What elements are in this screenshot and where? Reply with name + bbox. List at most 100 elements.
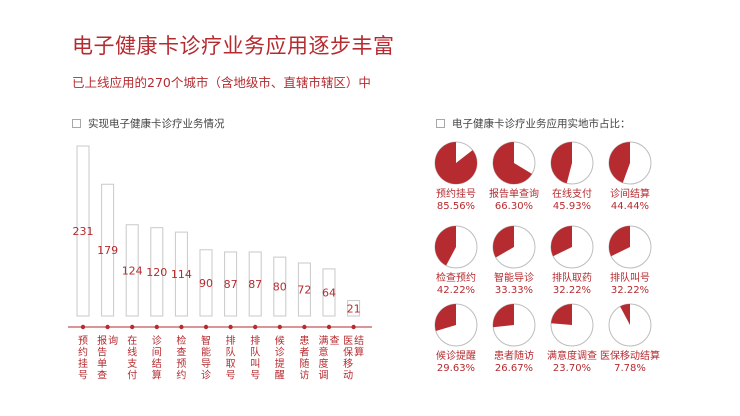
pie-slice xyxy=(609,226,630,257)
svg-text:队: 队 xyxy=(226,346,236,359)
pie-slice xyxy=(551,304,572,325)
svg-text:支: 支 xyxy=(127,358,137,370)
pie-chart xyxy=(492,225,536,269)
pie-percent: 42.22% xyxy=(436,285,476,296)
svg-text:保: 保 xyxy=(343,346,353,359)
svg-text:醒: 醒 xyxy=(275,370,285,382)
bar xyxy=(199,249,213,317)
pie-percent: 23.70% xyxy=(552,363,592,374)
svg-text:间: 间 xyxy=(152,346,162,359)
axis-tick-dot xyxy=(203,324,209,330)
pie-percent: 33.33% xyxy=(494,285,534,296)
pie-percent: 26.67% xyxy=(494,363,534,374)
pie-label: 患者随访 xyxy=(494,351,534,362)
pie-label: 排队叫号 xyxy=(610,273,650,284)
pie-chart xyxy=(608,225,652,269)
bar-value-label: 87 xyxy=(224,278,238,291)
bar-value-label: 90 xyxy=(199,277,213,290)
pie-percent: 45.93% xyxy=(552,201,592,212)
svg-text:预: 预 xyxy=(78,335,88,347)
svg-text:取: 取 xyxy=(226,358,236,370)
bar xyxy=(322,268,336,317)
bar xyxy=(248,251,262,317)
axis-tick-dot xyxy=(326,324,332,330)
svg-text:候: 候 xyxy=(275,334,285,347)
pie-slice xyxy=(620,304,630,325)
pie-item: 预约挂号 85.56% xyxy=(411,140,501,213)
axis-tick-dot xyxy=(80,324,86,330)
bar-value-label: 114 xyxy=(171,268,192,281)
svg-text:检: 检 xyxy=(176,334,186,347)
pie-item: 患者随访 26.67% xyxy=(469,302,559,375)
pie-slice xyxy=(493,304,514,328)
svg-text:者: 者 xyxy=(299,347,309,359)
pie-percent: 7.78% xyxy=(614,363,646,374)
axis-tick-dot xyxy=(228,324,233,330)
pie-percent: 66.30% xyxy=(494,201,534,212)
axis-tick-dot xyxy=(302,324,307,330)
x-tick-label: 满意度调 查 xyxy=(319,334,340,382)
pie-slice xyxy=(609,142,630,183)
pie-chart-heading: 电子健康卡诊疗业务应用实地市占比： xyxy=(436,116,631,131)
pie-slice xyxy=(493,226,514,258)
svg-text:调: 调 xyxy=(319,370,329,382)
bar-value-label: 21 xyxy=(347,302,361,315)
svg-text:约: 约 xyxy=(78,346,88,359)
x-tick-label: 报告单查 询 xyxy=(97,334,118,382)
svg-text:医: 医 xyxy=(343,335,353,347)
pie-chart-title: 电子健康卡诊疗业务应用实地市占比： xyxy=(452,118,631,130)
page-subtitle: 已上线应用的270个城市（含地级市、直辖市辖区）中 xyxy=(72,75,371,90)
bar-value-label: 231 xyxy=(73,225,94,238)
pie-slice xyxy=(493,142,532,184)
bar xyxy=(101,183,115,317)
axis-tick-dot xyxy=(179,324,184,330)
svg-text:队: 队 xyxy=(250,346,260,359)
bar xyxy=(273,256,287,317)
pie-item: 排队取药 32.22% xyxy=(527,224,617,297)
pie-item: 智能导诊 33.33% xyxy=(469,224,559,297)
pie-chart xyxy=(434,303,478,347)
bar-chart-heading: 实现电子健康卡诊疗业务情况 xyxy=(72,116,225,131)
svg-text:算: 算 xyxy=(152,369,162,382)
svg-text:提: 提 xyxy=(275,358,285,370)
pie-label: 检查预约 xyxy=(436,273,476,284)
x-tick-label: 检查预约 xyxy=(176,334,186,382)
pie-chart xyxy=(492,303,536,347)
pie-label: 预约挂号 xyxy=(436,189,476,200)
axis-tick-dot xyxy=(105,324,110,330)
pie-chart xyxy=(492,141,536,185)
x-tick-label: 智能导诊 xyxy=(201,334,211,382)
checkbox-icon xyxy=(436,119,445,128)
pie-item: 候诊提醒 29.63% xyxy=(411,302,501,375)
pie-chart xyxy=(434,225,478,269)
pie-chart xyxy=(608,303,652,347)
pie-item: 满意度调查 23.70% xyxy=(527,302,617,375)
svg-text:移: 移 xyxy=(343,357,353,370)
axis-tick-dot xyxy=(154,324,159,330)
svg-text:查: 查 xyxy=(330,334,340,347)
bar xyxy=(150,227,164,317)
x-tick-label: 候诊提醒 xyxy=(275,334,285,382)
svg-text:叫: 叫 xyxy=(250,358,260,370)
bar xyxy=(174,231,188,317)
svg-text:诊: 诊 xyxy=(275,346,285,359)
svg-text:付: 付 xyxy=(127,369,137,382)
pie-label: 满意度调查 xyxy=(547,351,597,362)
svg-text:算: 算 xyxy=(354,346,364,359)
pie-chart xyxy=(550,141,594,185)
axis-tick-dot xyxy=(351,324,356,330)
svg-text:告: 告 xyxy=(97,346,107,359)
pie-percent: 32.22% xyxy=(552,285,592,296)
bar-chart: 231预约挂号179报告单查询124在线支付120诊间结算114检查预约90智能… xyxy=(68,145,372,382)
pie-chart xyxy=(550,303,594,347)
pie-percent: 29.63% xyxy=(436,363,476,374)
pie-label: 候诊提醒 xyxy=(436,351,476,362)
pie-label: 诊间结算 xyxy=(610,189,650,200)
bar-value-label: 87 xyxy=(248,278,262,291)
svg-text:度: 度 xyxy=(319,357,329,370)
pie-label: 报告单查询 xyxy=(489,189,539,200)
svg-text:结: 结 xyxy=(354,334,364,347)
bar xyxy=(125,224,139,317)
svg-text:结: 结 xyxy=(152,357,162,370)
svg-text:智: 智 xyxy=(201,334,211,347)
